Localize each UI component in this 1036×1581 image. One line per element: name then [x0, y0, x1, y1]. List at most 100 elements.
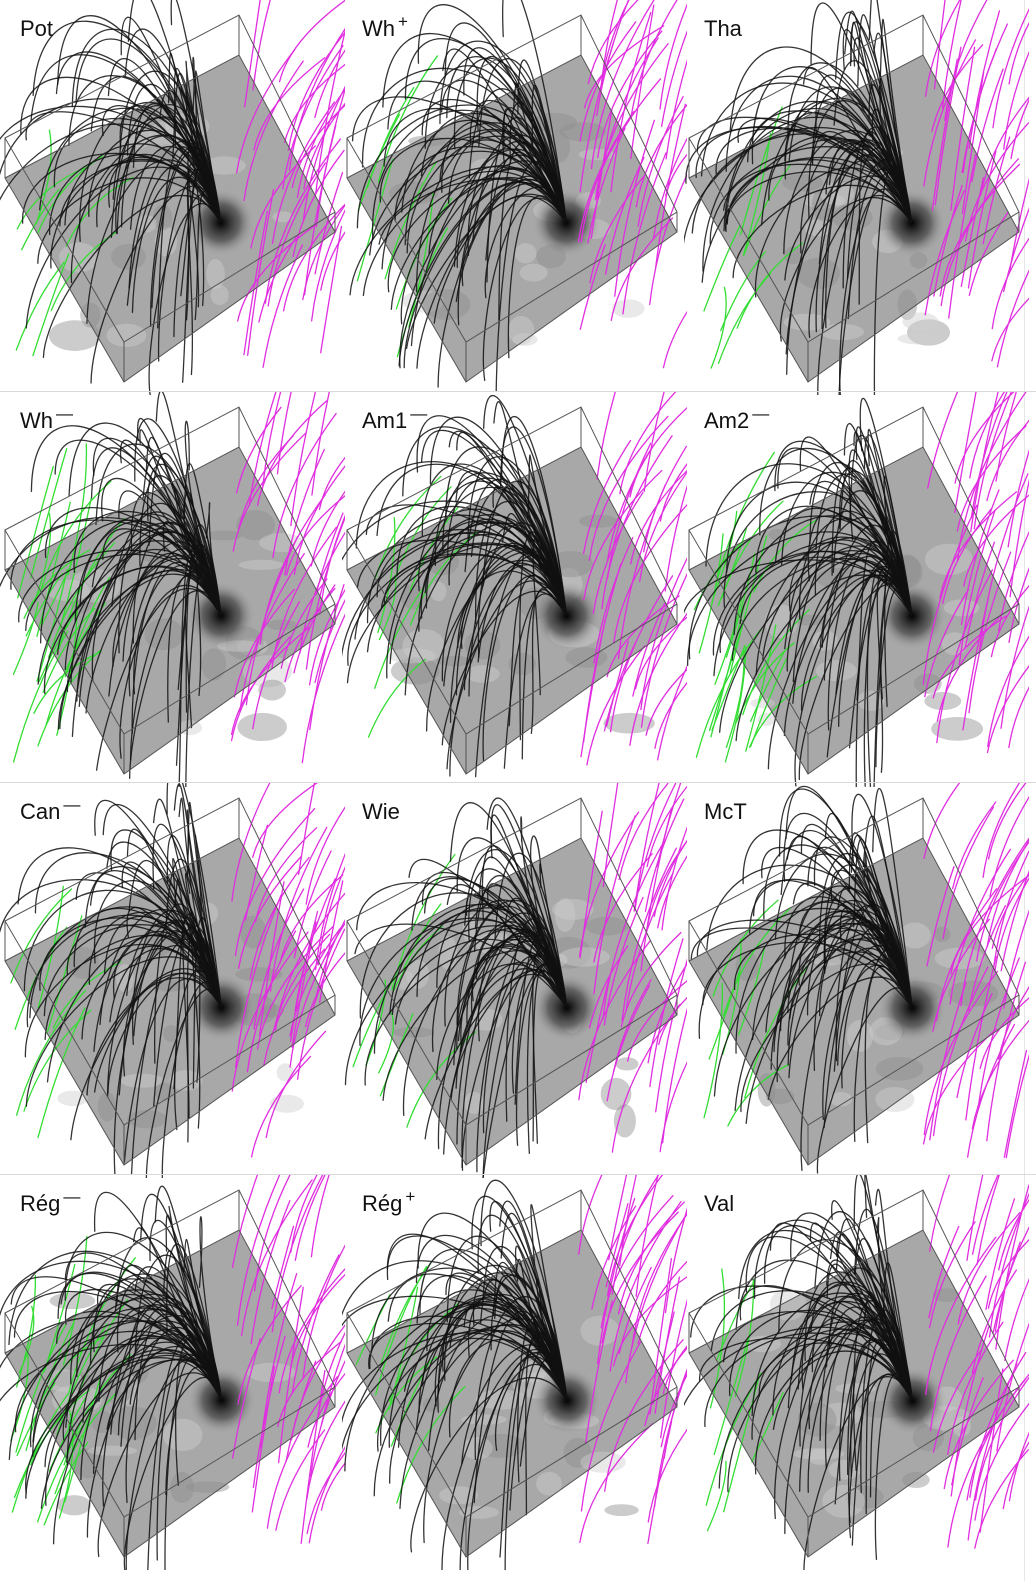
open-field-line-negative [36, 568, 68, 682]
closed-field-line [172, 858, 223, 1008]
closed-field-line [851, 793, 913, 1009]
closed-field-line [825, 1316, 914, 1469]
magnetogram-patch [604, 1504, 639, 1517]
open-field-line-negative [23, 1009, 92, 1112]
open-field-line-positive [588, 945, 629, 1029]
open-field-line-positive [320, 225, 343, 354]
closed-field-line [787, 885, 913, 1009]
open-field-line-positive [619, 392, 677, 495]
open-field-line-positive [633, 783, 660, 912]
model-name: Pot [20, 16, 54, 41]
open-field-line-positive [263, 948, 326, 1067]
open-field-line-positive [647, 1420, 673, 1545]
open-field-line-positive [320, 231, 345, 291]
field-lines [0, 783, 345, 1178]
open-field-line-negative [709, 1268, 726, 1409]
closed-field-line [520, 816, 568, 1009]
open-field-line-positive [259, 494, 326, 645]
open-field-line-positive [586, 645, 646, 766]
open-field-line-positive [958, 510, 996, 666]
magnetogram-patch [897, 289, 918, 321]
open-field-line-positive [585, 973, 611, 1083]
open-field-line-positive [923, 783, 961, 860]
open-field-line-positive [660, 1298, 687, 1439]
closed-field-line [450, 968, 568, 1101]
closed-field-line [110, 105, 222, 239]
open-field-line-negative [727, 1063, 790, 1127]
closed-field-line [119, 439, 222, 617]
magnetogram-patch [906, 319, 951, 346]
open-field-line-negative [736, 242, 804, 329]
open-field-line-positive [250, 145, 316, 249]
magnetogram-patch [235, 967, 283, 982]
closed-field-line [73, 907, 223, 1008]
open-field-line-positive [253, 888, 305, 1030]
open-field-line-positive [289, 927, 341, 1037]
open-field-line-positive [580, 1341, 642, 1512]
open-field-line-positive [237, 855, 303, 970]
closed-field-line [44, 507, 222, 617]
open-field-line-positive [293, 465, 345, 576]
open-field-line-positive [293, 850, 332, 959]
magnetogram-patch [615, 1057, 639, 1071]
open-field-line-positive [632, 602, 666, 697]
open-field-line-positive [618, 1175, 637, 1267]
model-name: Am1 [362, 408, 408, 433]
model-panel: Can — [0, 783, 345, 1178]
open-field-line-positive [964, 541, 996, 650]
open-field-line-positive [1003, 1049, 1028, 1158]
open-field-line-positive [613, 504, 687, 644]
open-field-line-positive [998, 1198, 1029, 1271]
bounding-box [346, 1189, 678, 1558]
closed-field-line [490, 1274, 568, 1402]
magnetogram-patch [169, 1070, 203, 1091]
closed-field-line [783, 574, 913, 737]
open-field-line-positive [296, 928, 345, 1080]
magnetogram-floor [689, 838, 1019, 1165]
closed-field-line [115, 135, 222, 234]
magnetogram-floor [347, 55, 677, 382]
open-field-line-positive [310, 1175, 330, 1258]
open-field-line-positive [942, 806, 995, 940]
open-field-line-negative [16, 167, 85, 230]
open-field-line-negative [388, 1286, 419, 1411]
magnetogram-patch [258, 679, 286, 701]
magnetogram-patch [163, 1025, 180, 1042]
bounding-box [688, 406, 1020, 775]
open-field-line-positive [294, 1175, 326, 1261]
closed-field-line [865, 1339, 914, 1515]
model-panel: Am2— [684, 392, 1029, 787]
model-panel: Val [684, 1175, 1029, 1570]
open-field-line-positive [989, 795, 1029, 898]
open-field-line-positive [932, 615, 1007, 699]
open-field-line-positive [634, 783, 677, 910]
open-field-line-positive [283, 63, 345, 143]
open-field-line-positive [647, 1428, 687, 1523]
open-field-line-positive [594, 42, 669, 201]
open-field-line-negative [65, 176, 134, 248]
panel-label: Am1— [362, 405, 427, 433]
open-field-line-negative [750, 658, 787, 747]
field-line-render [684, 0, 1029, 395]
closed-field-line [760, 97, 913, 226]
open-field-line-positive [290, 392, 317, 527]
open-field-line-positive [601, 435, 673, 610]
magnetogram-patch [563, 1437, 592, 1468]
panel-label: Pot [20, 18, 53, 40]
open-field-line-positive [950, 874, 1029, 975]
open-field-line-positive [1002, 1441, 1029, 1510]
open-field-line-positive [600, 1195, 674, 1329]
open-field-line-positive [986, 961, 1027, 1142]
bounding-box [4, 1189, 336, 1558]
open-field-line-positive [264, 138, 342, 304]
open-field-line-positive [275, 1429, 326, 1531]
closed-field-line [699, 1337, 914, 1402]
open-field-line-positive [315, 28, 345, 194]
panel-label: Am2— [704, 405, 769, 432]
open-field-line-positive [996, 269, 1029, 368]
closed-field-line [786, 559, 913, 672]
closed-field-line [874, 1372, 914, 1560]
closed-field-line [751, 924, 913, 1041]
closed-field-line [428, 165, 567, 254]
closed-field-line [139, 475, 222, 617]
